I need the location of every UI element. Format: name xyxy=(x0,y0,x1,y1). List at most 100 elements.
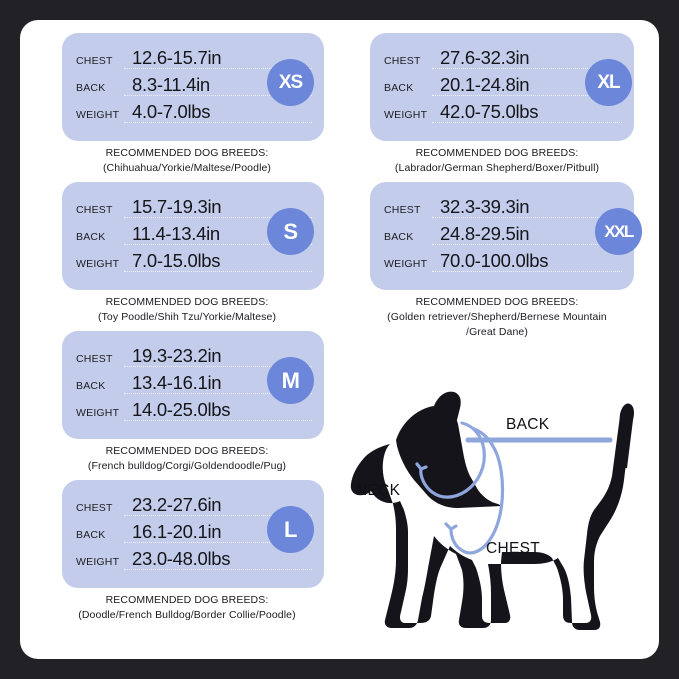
leader-dots xyxy=(432,95,622,96)
leader-dots xyxy=(432,271,622,272)
spec-value-weight: 14.0-25.0lbs xyxy=(132,399,231,420)
breeds-heading: RECOMMENDED DOG BREEDS: xyxy=(415,147,579,159)
spec-row-weight: WEIGHT 42.0-75.0lbs xyxy=(370,101,634,128)
breeds-heading: RECOMMENDED DOG BREEDS: xyxy=(105,147,269,159)
spec-value-weight: 7.0-15.0lbs xyxy=(132,250,221,271)
breeds-list: (French bulldog/Corgi/Goldendoodle/Pug) xyxy=(87,460,287,472)
spec-label-back: BACK xyxy=(384,82,414,94)
chest-loop-arrow xyxy=(444,522,458,532)
chart-page: CHEST 12.6-15.7in BACK 8.3-11.4in WEIGHT… xyxy=(20,20,659,659)
spec-value-chest: 23.2-27.6in xyxy=(132,494,222,515)
spec-label-back: BACK xyxy=(384,231,414,243)
leader-dots xyxy=(124,515,312,516)
leader-dots xyxy=(432,68,622,69)
size-block-xxl: CHEST 32.3-39.3in BACK 24.8-29.5in WEIGH… xyxy=(338,182,656,340)
spec-row-chest: CHEST 12.6-15.7in xyxy=(62,47,324,74)
spec-label-weight: WEIGHT xyxy=(76,556,120,568)
spec-value-chest: 19.3-23.2in xyxy=(132,345,222,366)
spec-row-weight: WEIGHT 7.0-15.0lbs xyxy=(62,250,324,277)
leader-dots xyxy=(124,122,312,123)
spec-value-weight: 23.0-48.0lbs xyxy=(132,548,231,569)
spec-label-chest: CHEST xyxy=(76,204,113,216)
spec-label-back: BACK xyxy=(76,82,106,94)
size-badge-m: M xyxy=(267,357,314,404)
spec-label-chest: CHEST xyxy=(76,353,113,365)
leader-dots xyxy=(432,244,622,245)
breeds-list: (Chihuahua/Yorkie/Maltese/Poodle) xyxy=(102,162,272,174)
leader-dots xyxy=(124,271,312,272)
leader-dots xyxy=(124,569,312,570)
spec-value-weight: 42.0-75.0lbs xyxy=(440,101,539,122)
leader-dots xyxy=(432,122,622,123)
spec-row-chest: CHEST 19.3-23.2in xyxy=(62,345,324,372)
spec-row-back: BACK 20.1-24.8in xyxy=(370,74,634,101)
size-card-xs[interactable]: CHEST 12.6-15.7in BACK 8.3-11.4in WEIGHT… xyxy=(62,33,324,141)
breeds-heading: RECOMMENDED DOG BREEDS: xyxy=(105,296,269,308)
dog-tail-shape xyxy=(616,403,634,470)
size-column-left: CHEST 12.6-15.7in BACK 8.3-11.4in WEIGHT… xyxy=(32,33,342,629)
neck-measure-loop xyxy=(419,421,486,499)
leader-dots xyxy=(124,420,312,421)
breeds-list: (Labrador/German Shepherd/Boxer/Pitbull) xyxy=(394,162,600,174)
breeds-heading: RECOMMENDED DOG BREEDS: xyxy=(105,445,269,457)
spec-label-chest: CHEST xyxy=(76,55,113,67)
leader-dots xyxy=(124,366,312,367)
spec-value-chest: 27.6-32.3in xyxy=(440,47,530,68)
spec-row-weight: WEIGHT 23.0-48.0lbs xyxy=(62,548,324,575)
leader-dots xyxy=(124,217,312,218)
spec-label-back: BACK xyxy=(76,380,106,392)
spec-label-chest: CHEST xyxy=(384,55,421,67)
size-chart-grid: CHEST 12.6-15.7in BACK 8.3-11.4in WEIGHT… xyxy=(20,20,659,659)
chest-measure-loop xyxy=(449,427,505,555)
spec-value-chest: 12.6-15.7in xyxy=(132,47,222,68)
size-badge-xl: XL xyxy=(585,59,632,106)
size-card-l[interactable]: CHEST 23.2-27.6in BACK 16.1-20.1in WEIGH… xyxy=(62,480,324,588)
spec-row-weight: WEIGHT 70.0-100.0lbs xyxy=(370,250,634,277)
spec-row-weight: WEIGHT 4.0-7.0lbs xyxy=(62,101,324,128)
spec-label-weight: WEIGHT xyxy=(384,109,428,121)
spec-label-chest: CHEST xyxy=(384,204,421,216)
spec-value-back: 13.4-16.1in xyxy=(132,372,222,393)
size-card-m[interactable]: CHEST 19.3-23.2in BACK 13.4-16.1in WEIGH… xyxy=(62,331,324,439)
spec-value-chest: 15.7-19.3in xyxy=(132,196,222,217)
leader-dots xyxy=(124,95,312,96)
dog-head-shape xyxy=(396,405,502,508)
leader-dots xyxy=(124,68,312,69)
spec-value-weight: 4.0-7.0lbs xyxy=(132,101,211,122)
breeds-caption-s: RECOMMENDED DOG BREEDS: (Toy Poodle/Shih… xyxy=(32,295,342,325)
spec-label-weight: WEIGHT xyxy=(76,109,120,121)
spec-row-back: BACK 24.8-29.5in xyxy=(370,223,634,250)
spec-row-chest: CHEST 15.7-19.3in xyxy=(62,196,324,223)
size-card-s[interactable]: CHEST 15.7-19.3in BACK 11.4-13.4in WEIGH… xyxy=(62,182,324,290)
chest-label: CHEST xyxy=(486,540,541,557)
size-block-l: CHEST 23.2-27.6in BACK 16.1-20.1in WEIGH… xyxy=(32,480,342,623)
leader-dots xyxy=(432,217,622,218)
size-block-s: CHEST 15.7-19.3in BACK 11.4-13.4in WEIGH… xyxy=(32,182,342,325)
spec-row-back: BACK 11.4-13.4in xyxy=(62,223,324,250)
breeds-caption-m: RECOMMENDED DOG BREEDS: (French bulldog/… xyxy=(32,444,342,474)
dog-ear-shape xyxy=(434,391,461,424)
breeds-list: (Toy Poodle/Shih Tzu/Yorkie/Maltese) xyxy=(97,311,277,323)
spec-row-weight: WEIGHT 14.0-25.0lbs xyxy=(62,399,324,426)
size-badge-xs: XS xyxy=(267,59,314,106)
size-card-xl[interactable]: CHEST 27.6-32.3in BACK 20.1-24.8in WEIGH… xyxy=(370,33,634,141)
spec-value-back: 11.4-13.4in xyxy=(132,223,220,244)
size-card-xxl[interactable]: CHEST 32.3-39.3in BACK 24.8-29.5in WEIGH… xyxy=(370,182,642,290)
spec-value-chest: 32.3-39.3in xyxy=(440,196,530,217)
spec-row-back: BACK 8.3-11.4in xyxy=(62,74,324,101)
spec-row-chest: CHEST 32.3-39.3in xyxy=(370,196,634,223)
spec-row-chest: CHEST 27.6-32.3in xyxy=(370,47,634,74)
spec-value-weight: 70.0-100.0lbs xyxy=(440,250,549,271)
size-badge-l: L xyxy=(267,506,314,553)
breeds-list-cont: /Great Dane) xyxy=(466,326,528,338)
spec-label-back: BACK xyxy=(76,529,106,541)
breeds-caption-xs: RECOMMENDED DOG BREEDS: (Chihuahua/Yorki… xyxy=(32,146,342,176)
breeds-list: (Golden retriever/Shepherd/Bernese Mount… xyxy=(387,311,607,323)
spec-label-back: BACK xyxy=(76,231,106,243)
breeds-heading: RECOMMENDED DOG BREEDS: xyxy=(105,594,269,606)
leader-dots xyxy=(124,542,312,543)
spec-value-back: 24.8-29.5in xyxy=(440,223,530,244)
spec-value-back: 8.3-11.4in xyxy=(132,74,210,95)
spec-value-back: 16.1-20.1in xyxy=(132,521,222,542)
breeds-caption-xl: RECOMMENDED DOG BREEDS: (Labrador/German… xyxy=(338,146,656,176)
